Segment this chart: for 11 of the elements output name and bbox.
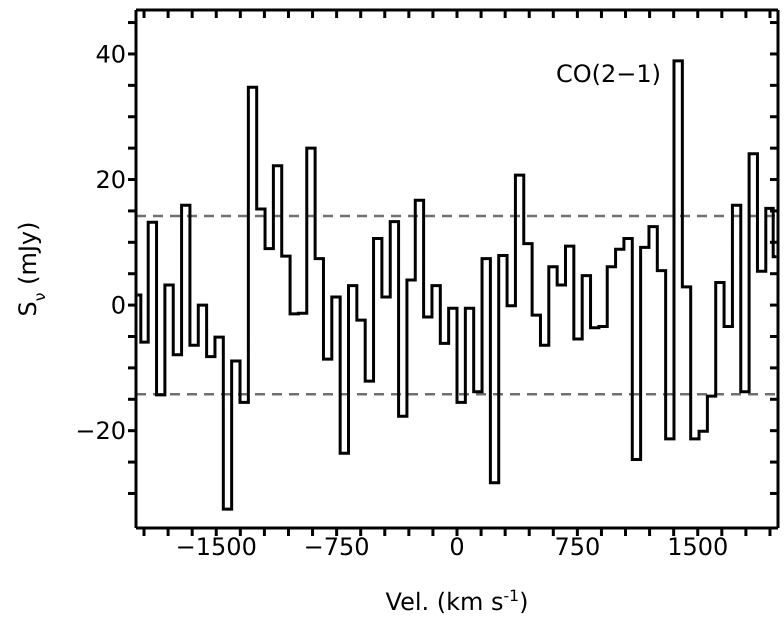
x-tick-label: −750 [304, 533, 370, 562]
x-axis-title: Vel. (km s$^{-1}$) [386, 587, 528, 616]
x-tick-label: −1500 [176, 533, 257, 562]
y-tick-label: 40 [95, 40, 126, 68]
x-tick-label: 0 [449, 533, 465, 562]
y-tick-label: 0 [110, 292, 126, 320]
x-tick-label: 750 [554, 533, 600, 562]
x-tick-label: 1500 [667, 533, 728, 562]
y-tick-label: 20 [95, 166, 126, 194]
y-tick-label: −20 [75, 417, 126, 446]
annotation: CO(2−1) [556, 60, 662, 88]
